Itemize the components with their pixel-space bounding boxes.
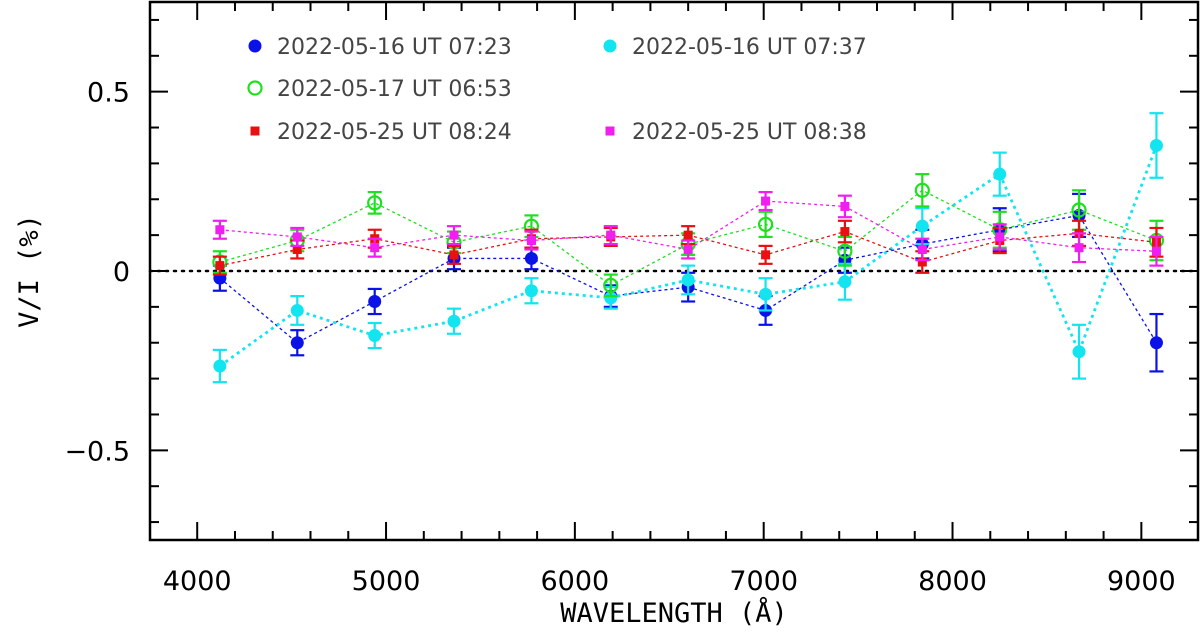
data-point bbox=[215, 261, 225, 271]
data-point bbox=[526, 236, 536, 246]
legend-label: 2022-05-17 UT 06:53 bbox=[277, 77, 512, 102]
x-tick-label: 5000 bbox=[352, 566, 421, 597]
data-point bbox=[604, 291, 618, 305]
data-point bbox=[449, 230, 459, 240]
data-point bbox=[290, 336, 304, 350]
legend-label: 2022-05-25 UT 08:38 bbox=[632, 120, 867, 145]
data-point bbox=[761, 250, 771, 260]
data-point bbox=[370, 243, 380, 253]
data-point bbox=[761, 196, 771, 206]
data-point bbox=[367, 195, 383, 211]
data-point bbox=[524, 284, 538, 298]
legend-marker bbox=[247, 80, 263, 96]
data-point bbox=[292, 244, 302, 254]
data-point bbox=[683, 244, 693, 254]
data-point bbox=[993, 167, 1007, 181]
legend-label: 2022-05-16 UT 07:37 bbox=[632, 35, 867, 60]
data-point bbox=[840, 201, 850, 211]
data-point bbox=[995, 232, 1005, 242]
data-point bbox=[757, 216, 774, 232]
x-tick-label: 7000 bbox=[729, 566, 798, 597]
x-tick-label: 4000 bbox=[163, 566, 232, 597]
series-group bbox=[212, 190, 1164, 267]
y-tick-label: 0 bbox=[113, 257, 130, 288]
data-point bbox=[290, 303, 304, 317]
y-axis-title: V/I (%) bbox=[14, 214, 45, 328]
data-point bbox=[447, 314, 461, 328]
data-point bbox=[1151, 246, 1161, 256]
data-point bbox=[606, 230, 616, 240]
data-point bbox=[1149, 138, 1163, 152]
x-tick-label: 6000 bbox=[541, 566, 610, 597]
y-tick-label: −0.5 bbox=[64, 436, 130, 467]
data-point bbox=[1149, 336, 1163, 350]
data-point bbox=[213, 359, 227, 373]
data-point bbox=[603, 277, 619, 293]
data-point bbox=[1071, 202, 1087, 218]
data-point bbox=[917, 257, 927, 267]
data-point bbox=[1074, 243, 1084, 253]
data-point bbox=[915, 219, 929, 233]
series-layer bbox=[212, 112, 1165, 384]
data-point bbox=[759, 287, 773, 301]
x-axis-title: WAVELENGTH (Å) bbox=[560, 597, 788, 629]
legend: 2022-05-16 UT 07:23 2022-05-16 UT 07:37 20… bbox=[247, 35, 867, 145]
data-point bbox=[215, 225, 225, 235]
x-tick-label: 9000 bbox=[1107, 566, 1176, 597]
data-point bbox=[681, 273, 695, 287]
data-point bbox=[683, 230, 693, 240]
data-point bbox=[914, 182, 930, 198]
data-point bbox=[1072, 345, 1086, 359]
legend-marker bbox=[248, 39, 262, 53]
data-point bbox=[292, 232, 302, 242]
x-tick-label: 8000 bbox=[918, 566, 987, 597]
series-group bbox=[212, 112, 1164, 384]
data-point bbox=[837, 243, 853, 259]
legend-marker bbox=[250, 126, 260, 136]
data-point bbox=[840, 227, 850, 237]
legend-label: 2022-05-16 UT 07:23 bbox=[277, 35, 512, 60]
data-point bbox=[917, 244, 927, 254]
data-point bbox=[838, 275, 852, 289]
legend-marker bbox=[603, 39, 617, 53]
data-point bbox=[449, 250, 459, 260]
data-point bbox=[368, 329, 382, 343]
legend-marker bbox=[605, 126, 615, 136]
data-point bbox=[368, 294, 382, 308]
tick-layer: 4000 5000 6000 7000 8000 9000 −0.5 0 0.5 bbox=[64, 2, 1198, 597]
data-point bbox=[524, 251, 538, 265]
y-tick-label: 0.5 bbox=[87, 78, 130, 109]
legend-label: 2022-05-25 UT 08:24 bbox=[277, 120, 512, 145]
